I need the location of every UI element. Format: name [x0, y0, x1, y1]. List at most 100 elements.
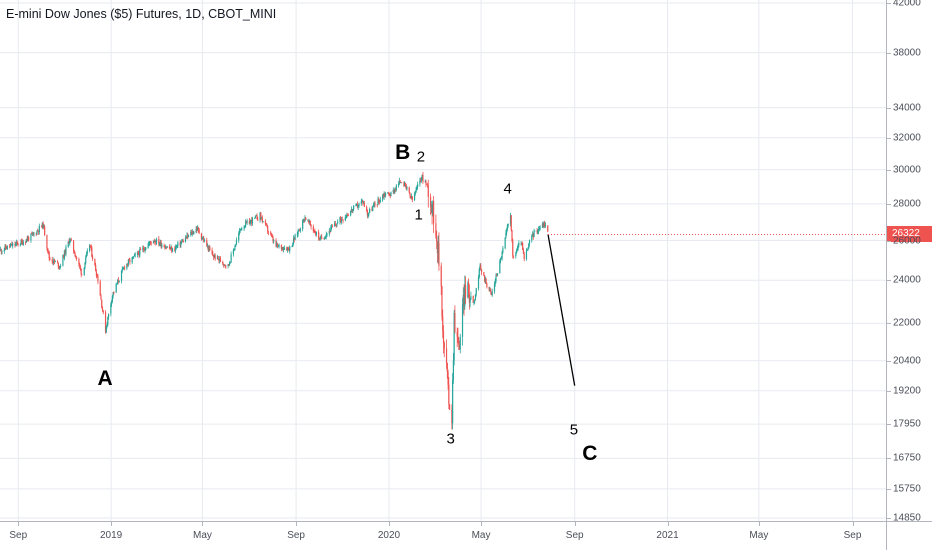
candle-body: [541, 223, 544, 228]
candle-up: [538, 226, 541, 232]
candle-body: [447, 371, 449, 385]
candle-body: [118, 280, 120, 282]
candle-down: [329, 229, 331, 234]
candle-up: [345, 214, 347, 219]
candle-down: [92, 254, 94, 261]
candle-body: [438, 242, 440, 266]
candle-down: [456, 327, 458, 348]
candle-body: [21, 241, 24, 245]
candle-body: [158, 238, 160, 245]
candle-down: [174, 245, 176, 252]
candle-body: [254, 215, 257, 218]
candle-body: [47, 247, 49, 252]
candle-body: [49, 258, 51, 260]
candle-up: [176, 244, 178, 249]
time-tick-label: Sep: [9, 530, 28, 541]
candle-body: [417, 184, 419, 187]
candle-up: [308, 219, 311, 225]
candle-body: [479, 265, 481, 270]
candle-down: [490, 291, 493, 296]
candle-down: [486, 282, 488, 289]
candle-down: [448, 376, 450, 410]
candle-body: [356, 204, 358, 205]
candle-body: [512, 240, 514, 256]
candle-up: [133, 253, 136, 257]
candle-up: [506, 227, 508, 236]
candle-body: [547, 225, 549, 232]
candle-body: [159, 241, 161, 244]
candle-body: [339, 217, 341, 222]
candle-down: [101, 306, 104, 312]
candle-body: [53, 259, 55, 263]
candle-body: [499, 260, 501, 274]
candle-body: [216, 256, 219, 260]
candle-up: [410, 193, 413, 200]
candle-body: [56, 261, 59, 263]
price-tick-label: 32000: [893, 132, 921, 144]
chart-area[interactable]: E-mini Dow Jones ($5) Futures, 1D, CBOT_…: [0, 0, 886, 521]
candle-body: [373, 203, 375, 206]
candle-body: [307, 220, 309, 221]
candle-down: [68, 238, 70, 245]
candle-body: [54, 261, 56, 263]
candle-down: [143, 246, 145, 252]
candle-body: [111, 301, 113, 305]
candle-down: [404, 182, 407, 188]
candle-up: [350, 206, 352, 213]
candle-up: [175, 244, 177, 250]
price-axis[interactable]: 26322 42000 38000 34000 32000 30000 28000 2600…: [886, 0, 932, 524]
candle-body: [452, 360, 454, 380]
candle-body: [42, 222, 44, 228]
candle-body: [163, 245, 165, 248]
candle-up: [421, 174, 423, 181]
time-tick-mark: [111, 522, 113, 526]
candle-down: [26, 236, 28, 242]
candle-body: [4, 245, 6, 250]
candle-down: [425, 179, 427, 188]
candle-body: [132, 256, 134, 258]
candle-up: [115, 282, 117, 294]
candle-up: [392, 187, 394, 194]
price-chart[interactable]: [0, 0, 886, 521]
candle-body: [283, 248, 286, 250]
candle-body: [362, 200, 364, 204]
candle-body: [27, 237, 29, 241]
candle-down: [142, 245, 145, 253]
candle-body: [120, 270, 123, 281]
candle-body: [201, 238, 203, 240]
candle-up: [292, 242, 294, 247]
wave-label-4: 4: [503, 180, 512, 198]
candle-body: [346, 215, 349, 216]
candle-up: [107, 316, 109, 327]
candle-body: [326, 233, 328, 235]
candle-body: [474, 299, 476, 302]
candle-up: [144, 247, 146, 254]
candle-up: [126, 263, 128, 271]
candle-down: [21, 239, 24, 246]
candle-body: [419, 180, 421, 185]
candle-body: [170, 247, 172, 250]
candle-body: [15, 243, 17, 246]
candle-body: [91, 247, 93, 257]
candle-body: [35, 233, 37, 235]
candle-down: [37, 230, 40, 235]
candle-body: [425, 181, 427, 185]
time-axis[interactable]: Sep 2019 May Sep 2020 May Sep 2021 May Sep: [0, 521, 886, 550]
candle-down: [441, 285, 443, 321]
candle-down: [275, 238, 277, 248]
candle-body: [138, 253, 140, 256]
candle-body: [429, 196, 432, 207]
candle-body: [110, 304, 112, 314]
candle-up: [324, 236, 326, 240]
candle-body: [101, 307, 104, 311]
candle-down: [192, 230, 194, 235]
candle-body: [25, 238, 27, 243]
candle-body: [213, 256, 215, 258]
candle-down: [209, 245, 211, 251]
candle-down: [443, 341, 445, 358]
candle-body: [374, 203, 376, 205]
candle-body: [494, 281, 496, 284]
candle-body: [435, 223, 437, 237]
candle-body: [472, 296, 474, 303]
price-tick-label: 17950: [893, 418, 921, 430]
